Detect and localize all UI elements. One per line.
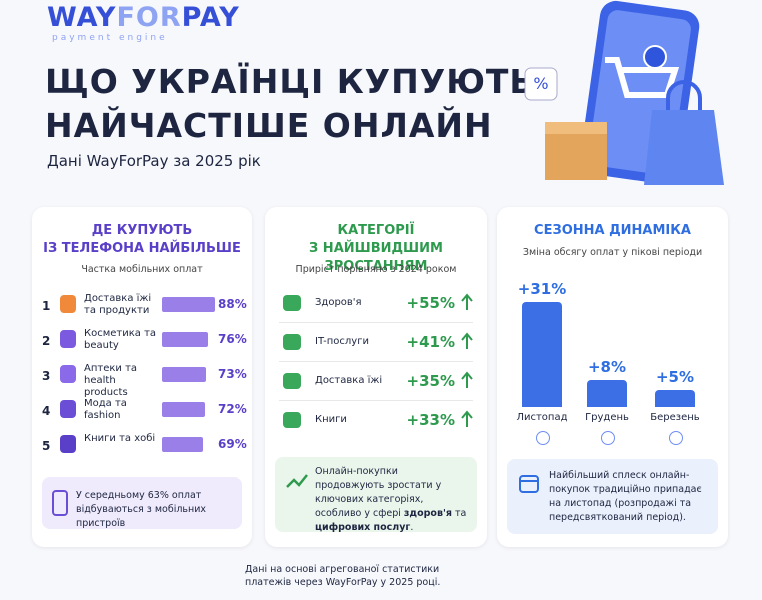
category-label: Доставка їжі та продукти (84, 293, 152, 316)
value-label: 88% (218, 297, 247, 311)
value-label: +55% (406, 294, 455, 312)
logo: WAYFORPAY (47, 2, 240, 33)
category-label: IT-послуги (315, 336, 369, 347)
category-label: Книги (315, 414, 347, 425)
note-part: цифрових послуг (315, 522, 411, 533)
logo-subtitle: payment engine (52, 33, 168, 43)
title-line: ЩО УКРАЇНЦІ КУПУЮТЬ (45, 62, 536, 101)
category-icon (283, 334, 301, 350)
value-label: 76% (218, 332, 247, 346)
bar (162, 332, 208, 347)
bar (587, 379, 627, 407)
note-box: Онлайн-покупки продовжують зростати у кл… (275, 457, 477, 535)
panel-title: КАТЕГОРІЇ З НАЙШВИДШИМ ЗРОСТАННЯМ (265, 222, 487, 276)
panel-title: ДЕ КУПУЮТЬ ІЗ ТЕЛЕФОНА НАЙБІЛЬШЕ (32, 222, 252, 258)
category-icon (283, 412, 301, 428)
value-label: +41% (406, 333, 455, 351)
title-line: З НАЙШВИДШИМ ЗРОСТАННЯМ (309, 241, 443, 274)
category-label: Мода та fashion (84, 398, 127, 421)
category-label: Аптеки та health products (84, 363, 138, 398)
rank: 3 (42, 369, 51, 383)
category-icon (60, 435, 76, 453)
separator (279, 322, 473, 323)
arrow-icon (461, 332, 473, 354)
title-line: КАТЕГОРІЇ (337, 223, 415, 238)
note-part: здоров'я (403, 508, 452, 519)
category-label: Здоров'я (315, 297, 362, 308)
panel-subtitle: Зміна обсягу оплат у пікові періоди (522, 247, 703, 258)
value-label: +33% (406, 411, 455, 429)
subtitle: Дані WayForPay за 2025 рік (47, 152, 261, 170)
separator (279, 400, 473, 401)
bar (162, 402, 206, 417)
svg-text:%: % (533, 74, 548, 93)
panel-subtitle: Частка мобільних оплат (81, 264, 203, 275)
logo-part: PAY (181, 2, 240, 33)
note-box: Найбільший сплеск онлайн-покупок традиці… (507, 459, 718, 534)
value-label: 69% (218, 437, 247, 451)
calendar-icon (519, 475, 539, 493)
footer: Дані на основі агрегованої статистики пл… (245, 564, 441, 588)
value-label: +5% (655, 368, 695, 386)
illustration: % (524, 0, 724, 185)
seasonal-panel: СЕЗОННА ДИНАМІКА Зміна обсягу оплат у пі… (497, 207, 728, 547)
title-line: ДЕ КУПУЮТЬ (91, 223, 193, 238)
category-label: Косметика та beauty (84, 328, 157, 351)
value-label: +8% (587, 357, 627, 376)
bar (162, 437, 204, 452)
note-text: Найбільший сплеск онлайн-покупок традиці… (549, 470, 702, 523)
season-icon (601, 431, 615, 445)
note-part: . (410, 522, 414, 533)
logo-part: FOR (116, 2, 182, 33)
rank: 2 (42, 334, 51, 348)
rank: 1 (42, 299, 51, 313)
title-line: НАЙЧАСТІШЕ ОНЛАЙН (45, 106, 493, 145)
category-icon (283, 373, 301, 389)
note-box: У середньому 63% оплат відбуваються з мо… (42, 477, 242, 529)
bar (162, 367, 206, 382)
value-label: +35% (406, 372, 455, 390)
mobile-panel: ДЕ КУПУЮТЬ ІЗ ТЕЛЕФОНА НАЙБІЛЬШЕ Частка м… (32, 207, 252, 547)
category-label: Доставка їжі (315, 375, 383, 386)
value-label: 72% (218, 402, 247, 416)
panel-subtitle: Приріст порівняно з 2024 роком (295, 264, 457, 275)
value-label: +31% (517, 279, 567, 298)
title-line: ІЗ ТЕЛЕФОНА НАЙБІЛЬШЕ (43, 241, 241, 256)
note-part: Онлайн-покупки продовжують зростати у кл… (315, 466, 442, 519)
rank: 4 (42, 404, 51, 418)
note-text: У середньому 63% оплат відбуваються з мо… (76, 490, 207, 529)
category-label: Грудень (585, 412, 629, 423)
category-label: Книги та хобі (84, 433, 156, 444)
phone-icon (52, 490, 68, 516)
bar (655, 390, 695, 407)
category-icon (283, 295, 301, 311)
arrow-icon (461, 371, 473, 393)
arrow-icon (461, 410, 473, 432)
bar (522, 301, 562, 407)
category-icon (60, 330, 76, 348)
rank: 5 (42, 439, 51, 453)
category-icon (60, 400, 76, 418)
bar (162, 297, 215, 312)
logo-part: WAY (47, 2, 117, 33)
separator (279, 361, 473, 362)
note-part: та (451, 508, 467, 519)
category-label: Листопад (516, 412, 568, 423)
category-icon (60, 365, 76, 383)
trend-icon (286, 474, 308, 488)
growth-panel: КАТЕГОРІЇ З НАЙШВИДШИМ ЗРОСТАННЯМ Приріст… (265, 207, 487, 547)
note-text: Онлайн-покупки продовжують зростати у кл… (315, 465, 470, 535)
season-icon (669, 431, 683, 445)
page-title: ЩО УКРАЇНЦІ КУПУЮТЬ НАЙЧАСТІШЕ ОНЛАЙН (45, 60, 536, 148)
season-icon (536, 431, 550, 445)
panel-title: СЕЗОННА ДИНАМІКА (534, 223, 691, 238)
category-label: Березень (650, 412, 700, 423)
arrow-icon (461, 293, 473, 315)
value-label: 73% (218, 367, 247, 381)
category-icon (60, 295, 76, 313)
